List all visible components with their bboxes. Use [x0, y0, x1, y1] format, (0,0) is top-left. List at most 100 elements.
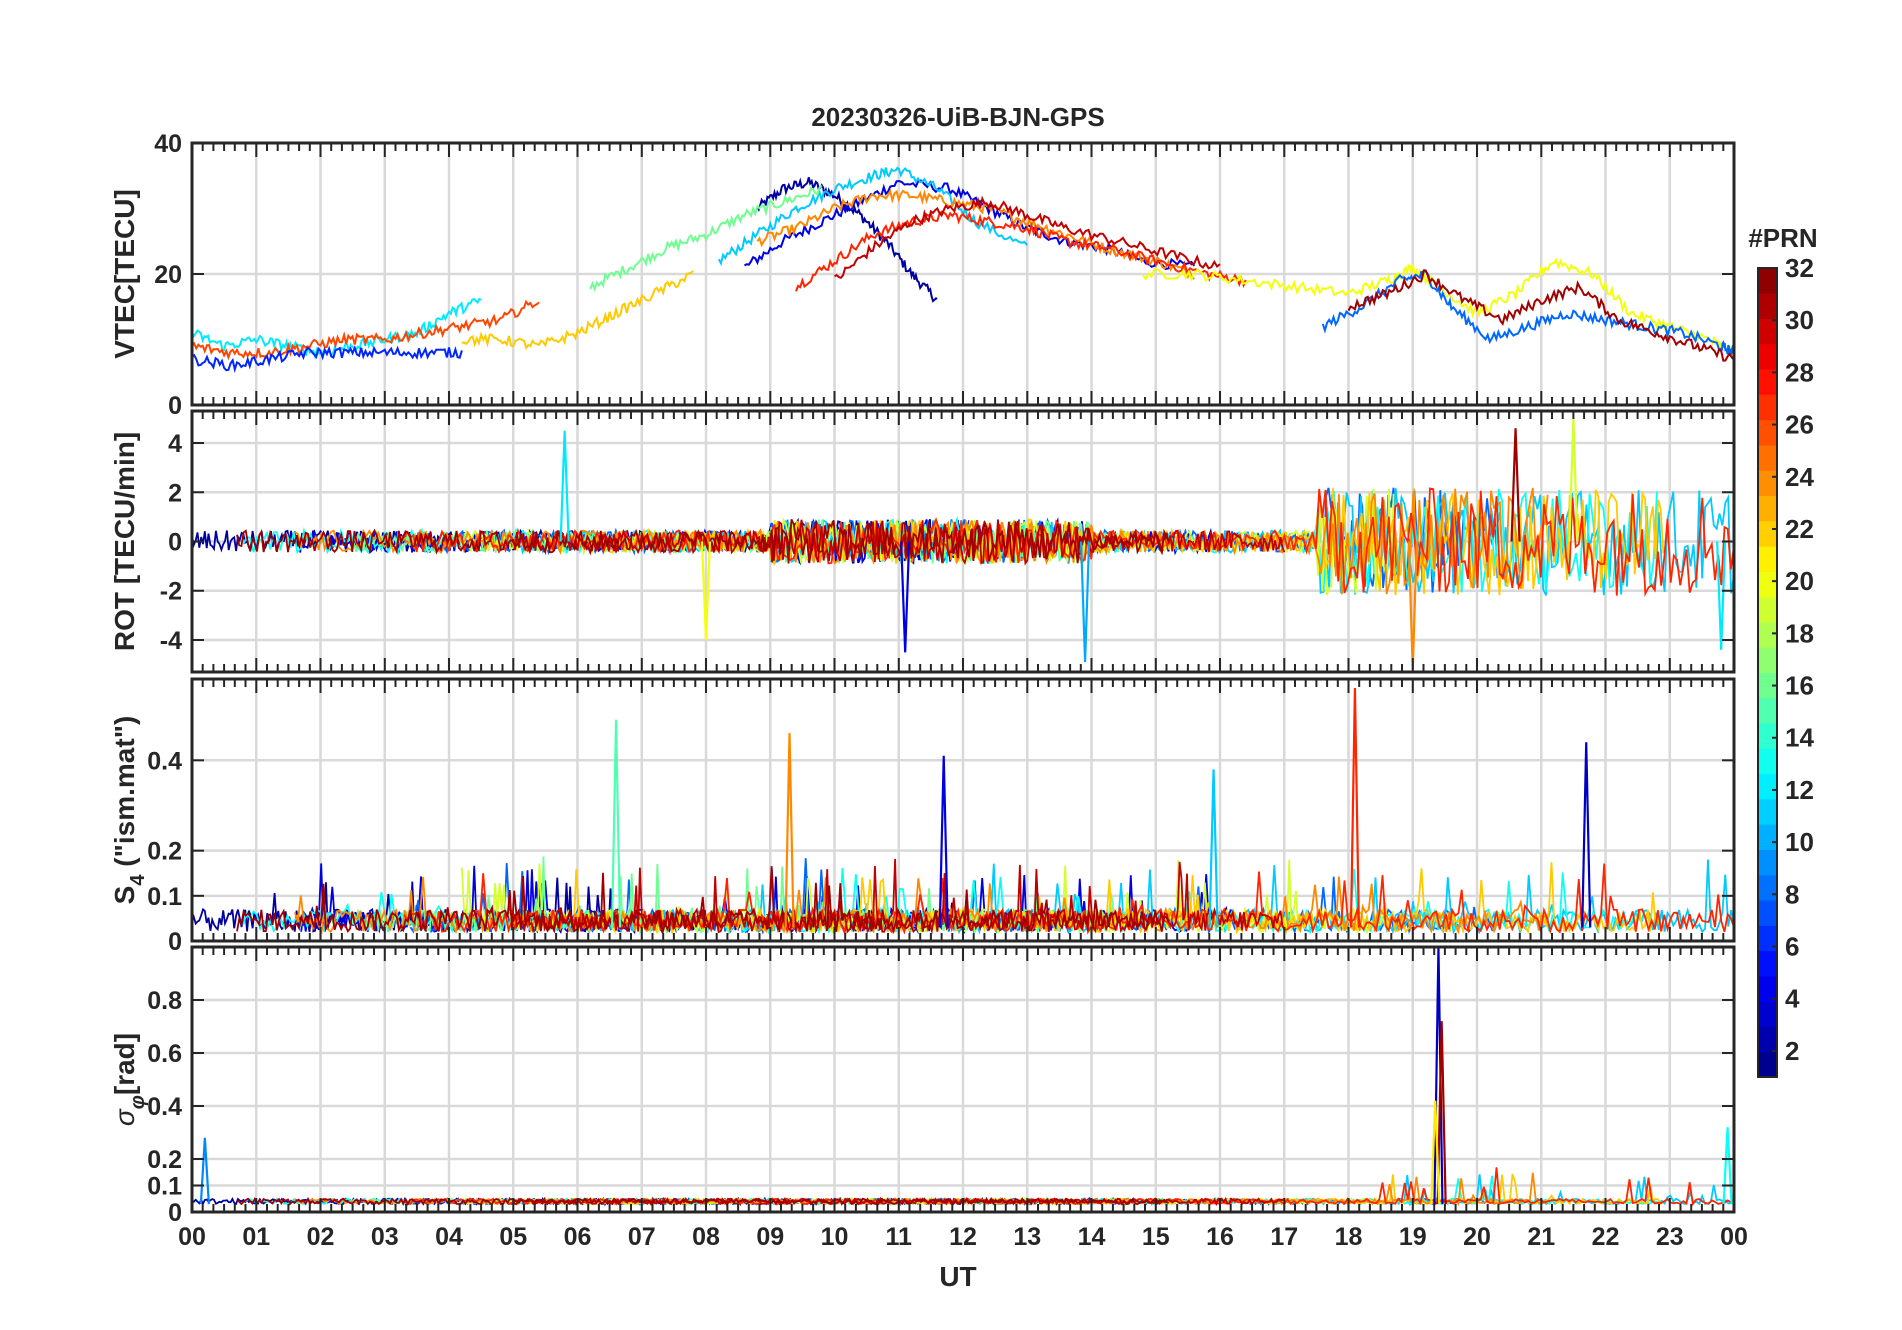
peak-2 [900, 541, 911, 653]
peak-1 [700, 541, 712, 641]
colorbar-frame [1757, 267, 1778, 1078]
peak-0 [559, 430, 570, 542]
colorbar-swatch [1758, 470, 1777, 497]
colorbar-swatch [1758, 1051, 1777, 1078]
chart-title: 20230326-UiB-BJN-GPS [811, 102, 1104, 132]
colorbar-swatch [1758, 394, 1777, 421]
x-tick-label: 12 [949, 1223, 977, 1251]
y-tick-label: 0.1 [147, 883, 182, 911]
peak-1 [784, 733, 795, 928]
colorbar-label: #PRN [1748, 223, 1817, 253]
colorbar-swatch [1758, 798, 1777, 825]
colorbar-swatch [1758, 900, 1777, 926]
x-tick-label: 16 [1206, 1223, 1234, 1251]
colorbar-swatch [1758, 773, 1777, 800]
y-tick-label: -2 [160, 578, 182, 606]
panel-1: 0 20 40 VTEC[TECU] [109, 130, 1736, 420]
series-prn-31 [236, 518, 1170, 564]
x-tick-label: 11 [886, 1223, 913, 1251]
x-tick-label: 05 [499, 1223, 527, 1251]
colorbar-swatch [1758, 748, 1777, 775]
vtec-series-prn-26 [192, 299, 540, 361]
y-tick-label: 0.4 [147, 747, 182, 775]
series-prn-31 [236, 866, 1170, 935]
panel-3: 0 0.1 0.2 0.4S4 ("ism.mat") [109, 677, 1736, 956]
peak-4 [1722, 1127, 1733, 1205]
colorbar-swatch [1758, 975, 1777, 1002]
x-tick-label: 20 [1463, 1223, 1491, 1251]
x-tick-label: 08 [692, 1223, 720, 1251]
colorbar-swatch [1758, 647, 1777, 673]
x-tick-label: 02 [307, 1223, 335, 1251]
x-tick-label: 14 [1078, 1223, 1106, 1251]
data-layer [192, 166, 1734, 374]
colorbar-tick-label: 2 [1785, 1036, 1799, 1066]
x-tick-label: 06 [564, 1223, 592, 1251]
vtec-series-prn-8 [1321, 268, 1734, 356]
y-tick-label: 0 [168, 529, 182, 557]
data-layer [192, 418, 1734, 670]
vtec-series-prn-22 [461, 270, 694, 350]
colorbar-swatch [1758, 672, 1777, 699]
colorbar-swatch [1758, 293, 1777, 320]
y-tick-label: 40 [154, 130, 182, 158]
colorbar-tick-label: 16 [1785, 671, 1814, 701]
x-ticks [191, 679, 1735, 941]
peak-2 [938, 755, 949, 928]
colorbar-tick-label: 26 [1785, 410, 1814, 440]
series-prn-31 [236, 1196, 1170, 1206]
colorbar-swatch [1758, 621, 1777, 648]
x-ticks [191, 947, 1735, 1212]
colorbar-tick-label: 22 [1785, 514, 1814, 544]
x-tick-label: 10 [821, 1223, 849, 1251]
x-tick-label: 22 [1592, 1223, 1620, 1251]
y-axis-label: S4 ("ism.mat") [109, 716, 149, 905]
colorbar-swatch [1758, 444, 1777, 471]
colorbar-swatch [1758, 369, 1777, 395]
data-layer [192, 688, 1734, 936]
peak-1 [1436, 1021, 1447, 1205]
x-tick-label: 23 [1656, 1223, 1684, 1251]
x-tick-label: 15 [1142, 1223, 1170, 1251]
colorbar-tick-label: 28 [1785, 357, 1814, 387]
colorbar-tick-label: 18 [1785, 618, 1814, 648]
colorbar-swatch [1758, 1026, 1777, 1053]
colorbar-swatch [1758, 495, 1777, 522]
x-tick-label: 17 [1270, 1223, 1298, 1251]
colorbar: #PRN 32 30 28 26 24 22 20 18 16 14 12 10 8 6 4 2 [1748, 223, 1818, 1078]
colorbar-tick-label: 14 [1785, 723, 1814, 753]
colorbar-swatch [1758, 824, 1777, 850]
colorbar-tick-label: 8 [1785, 879, 1799, 909]
colorbar-swatch [1758, 950, 1777, 977]
x-tick-label: 19 [1399, 1223, 1427, 1251]
colorbar-swatch [1758, 874, 1777, 901]
colorbar-tick-label: 20 [1785, 566, 1814, 596]
y-tick-label: 20 [154, 261, 182, 289]
peak-3 [1349, 688, 1361, 928]
vtec-series-prn-31 [1347, 269, 1734, 362]
y-tick-label: 0 [168, 928, 182, 956]
x-tick-label: 00 [178, 1223, 206, 1251]
peak-4 [1510, 428, 1521, 542]
colorbar-tick-label: 6 [1785, 932, 1799, 962]
x-tick-label: 01 [242, 1223, 270, 1251]
colorbar-tick-label: 30 [1785, 305, 1814, 335]
y-tick-label: 0.2 [147, 1146, 182, 1174]
peak-0 [610, 719, 622, 928]
colorbar-swatch [1758, 268, 1777, 294]
y-axis-label: VTEC[TECU] [109, 189, 140, 359]
vtec-series-prn-20 [1142, 257, 1734, 355]
x-tick-label: 21 [1527, 1223, 1555, 1251]
vtec-series-prn-6 [192, 344, 463, 374]
y-tick-label: 0.4 [147, 1093, 182, 1121]
colorbar-tick-label: 12 [1785, 775, 1814, 805]
colorbar-tick-label: 4 [1785, 984, 1800, 1014]
panel-2: -4 -2 0 2 4 ROT [TECU/min] [109, 409, 1736, 674]
series-prn-22 [570, 862, 1665, 936]
colorbar-swatch [1758, 571, 1777, 598]
vtec-series-prn-27 [795, 210, 1247, 292]
x-ticks [191, 411, 1735, 672]
x-ticks [191, 143, 1735, 405]
